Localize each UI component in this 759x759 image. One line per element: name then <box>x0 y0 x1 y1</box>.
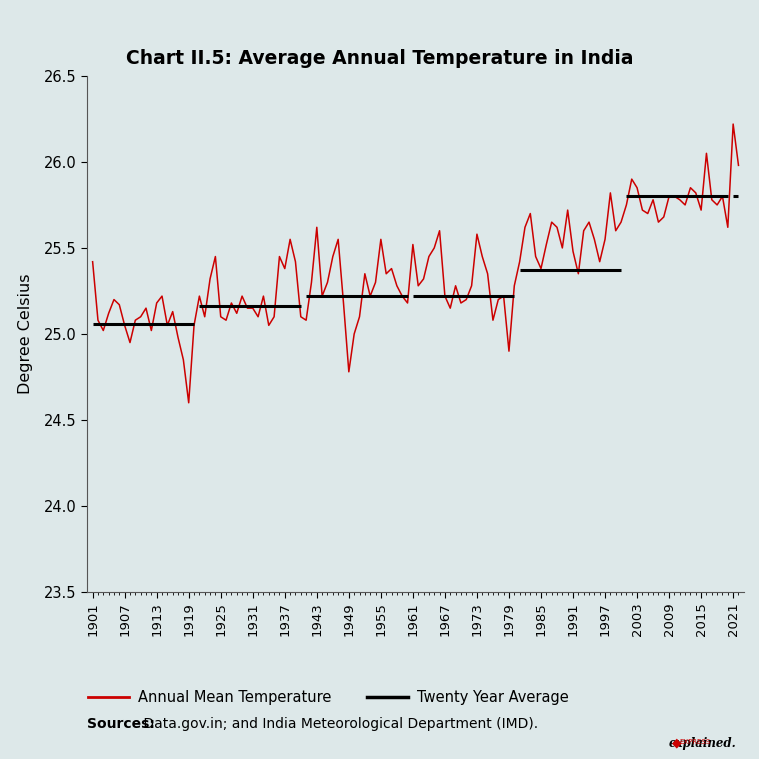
Text: EXPRESS: EXPRESS <box>679 739 710 745</box>
Legend: Annual Mean Temperature, Twenty Year Average: Annual Mean Temperature, Twenty Year Ave… <box>88 690 568 704</box>
Text: explained.: explained. <box>669 737 736 750</box>
Text: Chart II.5: Average Annual Temperature in India: Chart II.5: Average Annual Temperature i… <box>126 49 633 68</box>
Text: Sources:: Sources: <box>87 717 155 731</box>
Text: Data.gov.in; and India Meteorological Department (IMD).: Data.gov.in; and India Meteorological De… <box>139 717 538 731</box>
Y-axis label: Degree Celsius: Degree Celsius <box>18 274 33 394</box>
Text: ◆: ◆ <box>672 737 682 750</box>
